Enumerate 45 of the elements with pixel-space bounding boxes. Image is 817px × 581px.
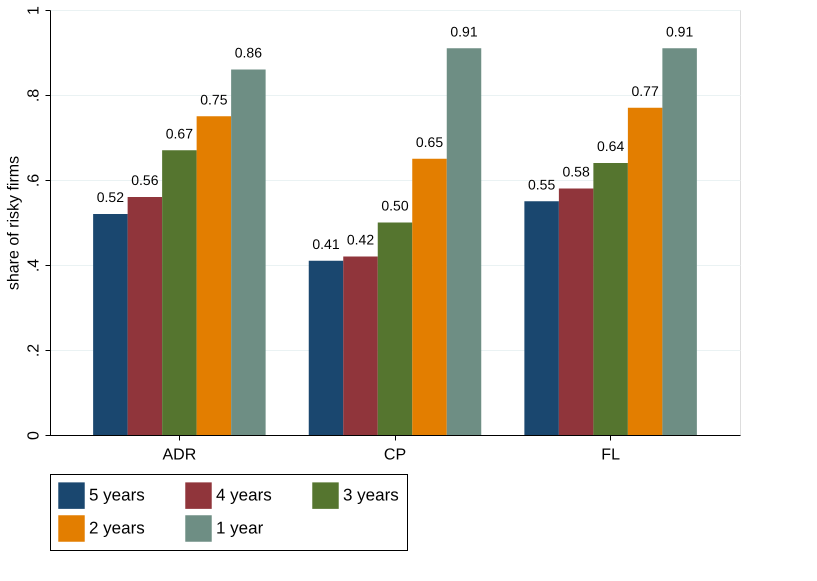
y-tick-label: .4 [26,258,42,272]
bar [196,116,232,435]
y-tick-label: .2 [26,344,42,358]
x-tick-label: CP [384,446,406,464]
bar [558,188,594,435]
data-label: 0.64 [597,138,624,154]
legend-label: 5 years [89,486,145,505]
bar [308,260,344,435]
bar [378,222,412,435]
data-label: 0.50 [381,198,409,214]
bar [412,158,447,435]
data-label: 0.67 [166,125,194,142]
y-tick-label: .8 [26,88,42,102]
data-label: 0.75 [200,91,228,108]
data-label: 0.77 [632,82,659,99]
data-label: 0.91 [666,23,694,40]
bar [662,48,697,435]
bar [343,256,378,435]
y-axis-title: share of risky firms [6,156,22,290]
bar [593,163,628,435]
data-label: 0.52 [96,189,124,205]
legend-label: 1 year [216,518,264,538]
data-label: 0.91 [450,23,478,40]
data-label: 0.58 [562,164,590,180]
data-label: 0.42 [346,232,374,248]
bar [93,214,128,435]
bar [628,108,662,435]
legend-label: 3 years [343,486,399,505]
bar [524,201,559,435]
y-tick-label: 1 [26,6,42,15]
y-tick-label: .6 [26,174,42,188]
bar [128,197,162,435]
data-label: 0.65 [416,134,444,150]
legend-label: 2 years [89,518,145,538]
data-label: 0.86 [234,44,262,60]
bar [231,70,266,435]
data-label: 0.55 [528,176,556,192]
data-label: 0.56 [131,172,159,188]
legend-label: 4 years [216,486,272,505]
bar [162,150,197,435]
y-tick-label: 0 [26,430,42,440]
bar [446,48,482,435]
x-tick-label: FL [601,446,620,464]
x-tick-label: ADR [162,446,196,464]
data-label: 0.41 [312,236,340,252]
